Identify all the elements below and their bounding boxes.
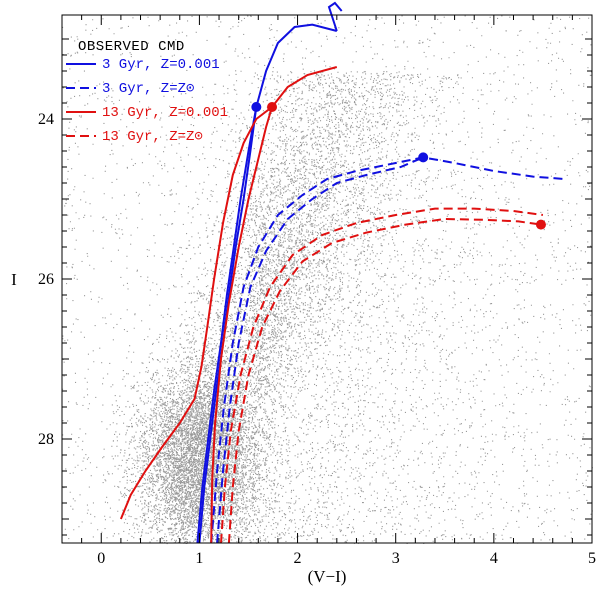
y-tick-label: 24 bbox=[38, 111, 54, 128]
isochrone-line-2-branch bbox=[210, 106, 273, 544]
isochrone-marker-1 bbox=[418, 152, 429, 163]
x-axis-label: (V−I) bbox=[308, 567, 347, 586]
isochrone-line-3-branch bbox=[227, 217, 542, 544]
x-tick-label: 5 bbox=[588, 550, 596, 567]
x-tick-label: 3 bbox=[392, 550, 400, 567]
x-tick-label: 0 bbox=[97, 550, 105, 567]
isochrone-line-3 bbox=[220, 207, 544, 544]
isochrone-line-2 bbox=[119, 66, 338, 520]
isochrone-line-0-tip bbox=[327, 1, 343, 32]
isochrone-marker-0 bbox=[251, 102, 262, 112]
isochrone-curves bbox=[119, 1, 565, 544]
x-tick-label: 2 bbox=[294, 550, 302, 567]
x-tick-label: 4 bbox=[490, 550, 498, 567]
legend-entry: 13 Gyr, Z=Z⊙ bbox=[102, 129, 203, 145]
legend-entry: 13 Gyr, Z=0.001 bbox=[102, 105, 228, 121]
isochrone-line-1 bbox=[210, 156, 565, 544]
y-tick-label: 26 bbox=[38, 271, 54, 288]
isochrone-marker-3 bbox=[535, 219, 546, 230]
legend-title: OBSERVED CMD bbox=[78, 39, 185, 55]
isochrone-line-0 bbox=[196, 23, 338, 544]
y-tick-label: 28 bbox=[38, 431, 54, 448]
legend-entry: 3 Gyr, Z=0.001 bbox=[102, 57, 220, 73]
x-tick-label: 1 bbox=[195, 550, 203, 567]
isochrone-markers bbox=[251, 102, 546, 230]
y-axis-label: I bbox=[11, 270, 17, 289]
legend-entry: 3 Gyr, Z=Z⊙ bbox=[102, 81, 195, 97]
isochrone-marker-2 bbox=[267, 102, 278, 112]
axis-ticks bbox=[61, 15, 592, 543]
legend: OBSERVED CMD 3 Gyr, Z=0.001 3 Gyr, Z=Z⊙ 13… bbox=[66, 39, 228, 145]
axis-tick-labels: 0 1 2 3 4 5 24 26 28 bbox=[38, 111, 596, 567]
